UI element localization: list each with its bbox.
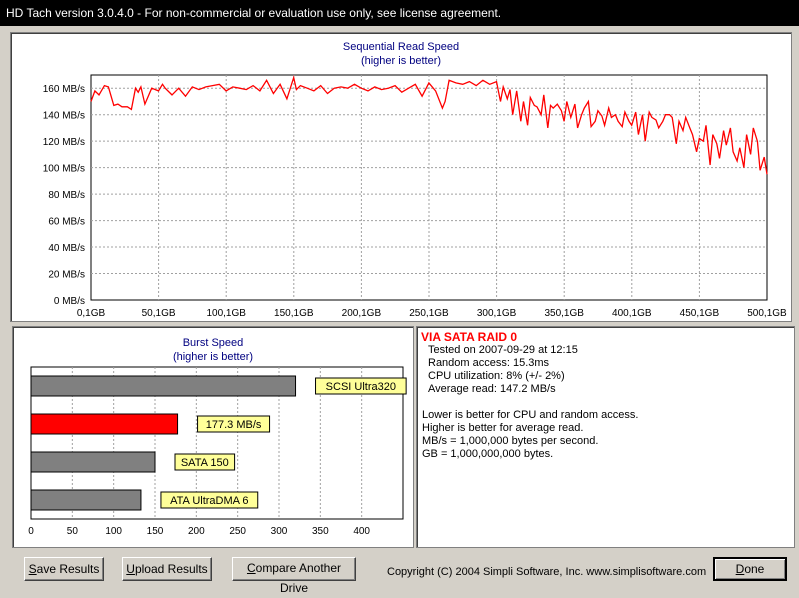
burst-bar-label-box [315, 377, 407, 395]
burst-x-tick-label: 0 [28, 526, 34, 537]
burst-bar [30, 375, 297, 397]
burst-speed-chart: Burst Speed (higher is better) SCSI Ultr… [28, 337, 407, 537]
done-accel: D [735, 562, 745, 576]
save-results-label: ave Results [36, 562, 100, 576]
seq-x-tick-label: 300,1GB [477, 308, 517, 319]
seq-x-tick-label: 500,1GB [747, 308, 787, 319]
burst-x-tick-label: 400 [353, 526, 370, 537]
seq-x-tick-label: 250,1GB [409, 308, 449, 319]
burst-bar-label: ATA UltraDMA 6 [170, 495, 248, 507]
seq-y-tick-label: 120 MB/s [43, 137, 85, 148]
burst-bar [30, 451, 156, 473]
seq-y-tick-label: 160 MB/s [43, 84, 85, 95]
burst-bar-label-box [197, 415, 271, 433]
sequential-read-panel: Sequential Read Speed (higher is better)… [10, 32, 792, 322]
seq-x-tick-label: 100,1GB [206, 308, 246, 319]
compare-label: ompare Another Drive [255, 561, 342, 595]
seq-y-tick-label: 60 MB/s [48, 217, 85, 228]
burst-x-tick-label: 50 [67, 526, 79, 537]
random-access: Random access: 15.3ms [428, 357, 550, 369]
burst-x-tick-label: 150 [147, 526, 164, 537]
done-button[interactable]: Done [713, 557, 787, 581]
drive-name: VIA SATA RAID 0 [421, 330, 518, 344]
seq-y-tick-label: 80 MB/s [48, 190, 85, 201]
done-label: one [744, 562, 765, 576]
window-title: HD Tach version 3.0.4.0 - For non-commer… [0, 0, 799, 26]
burst-speed-panel: Burst Speed (higher is better) SCSI Ultr… [12, 326, 414, 548]
seq-x-tick-label: 200,1GB [342, 308, 382, 319]
burst-bar-label: SCSI Ultra320 [326, 381, 396, 393]
sequential-read-chart: Sequential Read Speed (higher is better)… [43, 41, 787, 319]
burst-bar [30, 413, 179, 435]
seq-y-tick-label: 40 MB/s [48, 243, 85, 254]
upload-results-accel: U [126, 562, 135, 576]
burst-x-tick-label: 350 [312, 526, 329, 537]
burst-x-tick-label: 300 [271, 526, 288, 537]
seq-series-line [90, 75, 768, 175]
save-results-accel: S [28, 562, 37, 576]
average-read: Average read: 147.2 MB/s [428, 383, 556, 395]
compare-accel: C [246, 561, 256, 575]
upload-results-button[interactable]: Upload Results [122, 557, 212, 581]
drive-info-panel: VIA SATA RAID 0 Tested on 2007-09-29 at … [416, 326, 795, 548]
seq-x-tick-label: 400,1GB [612, 308, 652, 319]
burst-bar-label: SATA 150 [181, 457, 229, 469]
copyright-text: Copyright (C) 2004 Simpli Software, Inc.… [387, 566, 707, 578]
tested-date: Tested on 2007-09-29 at 12:15 [428, 344, 578, 356]
note-mbs-definition: MB/s = 1,000,000 bytes per second. [422, 435, 599, 447]
burst-bar-label-box [174, 453, 236, 471]
burst-bar [30, 489, 142, 511]
burst-chart-title: Burst Speed [183, 337, 244, 349]
save-results-button[interactable]: Save Results [24, 557, 104, 581]
cpu-utilization: CPU utilization: 8% (+/- 2%) [428, 370, 565, 382]
burst-chart-subtitle: (higher is better) [173, 351, 253, 363]
seq-x-tick-label: 350,1GB [544, 308, 584, 319]
seq-x-tick-label: 450,1GB [680, 308, 720, 319]
seq-x-tick-label: 0,1GB [77, 308, 106, 319]
seq-x-tick-label: 50,1GB [142, 308, 176, 319]
burst-x-tick-label: 250 [229, 526, 246, 537]
burst-bar-label: 177.3 MB/s [206, 419, 262, 431]
seq-y-tick-label: 100 MB/s [43, 164, 85, 175]
burst-x-tick-label: 200 [188, 526, 205, 537]
upload-results-label: pload Results [134, 562, 208, 576]
seq-x-tick-label: 150,1GB [274, 308, 314, 319]
note-higher-better: Higher is better for average read. [422, 422, 584, 434]
note-gb-definition: GB = 1,000,000,000 bytes. [422, 448, 554, 460]
seq-chart-subtitle: (higher is better) [361, 55, 441, 67]
note-lower-better: Lower is better for CPU and random acces… [422, 409, 639, 421]
burst-x-tick-label: 100 [105, 526, 122, 537]
seq-y-tick-label: 20 MB/s [48, 270, 85, 281]
seq-y-tick-label: 0 MB/s [54, 296, 85, 307]
seq-chart-title: Sequential Read Speed [343, 41, 459, 53]
compare-another-drive-button[interactable]: Compare Another Drive [232, 557, 356, 595]
seq-y-tick-label: 140 MB/s [43, 111, 85, 122]
burst-bar-label-box [160, 491, 259, 509]
